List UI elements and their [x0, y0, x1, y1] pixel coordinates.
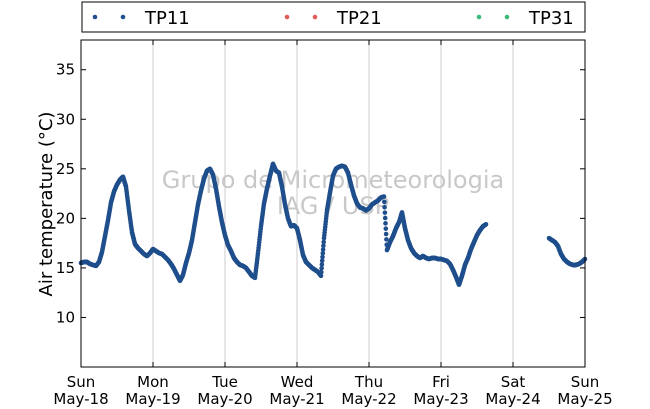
- vertical-grid: [152, 40, 514, 367]
- x-tick-label-date: May-18: [53, 390, 108, 408]
- legend-label: TP11: [144, 8, 190, 29]
- x-tick-label-date: May-20: [197, 390, 252, 408]
- data-point: [321, 239, 327, 245]
- x-tick-label-day: Thu: [354, 373, 383, 391]
- legend-marker: [120, 14, 126, 20]
- legend-label: TP31: [528, 8, 574, 29]
- data-point: [319, 266, 324, 271]
- axis-ticks: SunMay-18MonMay-19TueMay-20WedMay-21ThuM…: [53, 40, 613, 408]
- y-axis-label: Air temperature (°C): [36, 112, 57, 297]
- data-point: [382, 199, 387, 205]
- x-tick-label-day: Tue: [211, 373, 238, 391]
- legend-box: [81, 1, 586, 33]
- y-tick-label: 20: [56, 209, 75, 227]
- y-tick-label: 15: [56, 259, 75, 277]
- x-tick-label-day: Sat: [501, 373, 526, 391]
- legend-marker: [284, 14, 290, 20]
- data-point: [319, 262, 325, 267]
- x-tick-label-date: May-23: [413, 390, 468, 408]
- data-points: [78, 161, 588, 288]
- x-tick-label-date: May-22: [341, 390, 396, 408]
- data-point: [318, 273, 324, 279]
- data-point: [320, 250, 326, 256]
- legend-label: TP21: [336, 8, 382, 29]
- data-point: [383, 226, 389, 231]
- x-tick-label-day: Sun: [67, 373, 96, 391]
- data-point: [382, 204, 387, 210]
- data-point: [320, 254, 325, 260]
- data-point: [382, 215, 388, 221]
- data-point: [319, 269, 324, 275]
- x-tick-label-date: May-25: [557, 390, 612, 408]
- y-tick-label: 35: [56, 61, 75, 79]
- y-tick-label: 10: [56, 308, 75, 326]
- legend-marker: [476, 14, 482, 20]
- legend-marker: [92, 14, 98, 20]
- data-point: [382, 210, 388, 215]
- data-point: [381, 194, 387, 199]
- data-point: [384, 237, 389, 242]
- plot-frame: [80, 39, 586, 368]
- x-tick-label-date: May-24: [485, 390, 540, 408]
- data-point: [320, 247, 326, 252]
- legend-marker: [504, 14, 510, 20]
- data-point: [383, 221, 388, 226]
- x-tick-label-date: May-19: [125, 390, 180, 408]
- data-point: [321, 243, 326, 249]
- x-tick-label-day: Sun: [571, 373, 600, 391]
- x-tick-label-date: May-21: [269, 390, 324, 408]
- y-tick-label: 30: [56, 110, 75, 128]
- watermark: Grupo de Micrometeorologia IAG / USP: [162, 166, 504, 220]
- data-point: [319, 258, 325, 264]
- x-tick-label-day: Fri: [432, 373, 450, 391]
- y-tick-label: 25: [56, 160, 75, 178]
- legend-marker: [312, 14, 318, 20]
- legend: TP11 TP21 TP31: [81, 1, 586, 33]
- data-point: [383, 231, 389, 237]
- data-point: [483, 222, 489, 227]
- x-tick-label-day: Wed: [281, 373, 314, 391]
- x-tick-label-day: Mon: [137, 373, 169, 391]
